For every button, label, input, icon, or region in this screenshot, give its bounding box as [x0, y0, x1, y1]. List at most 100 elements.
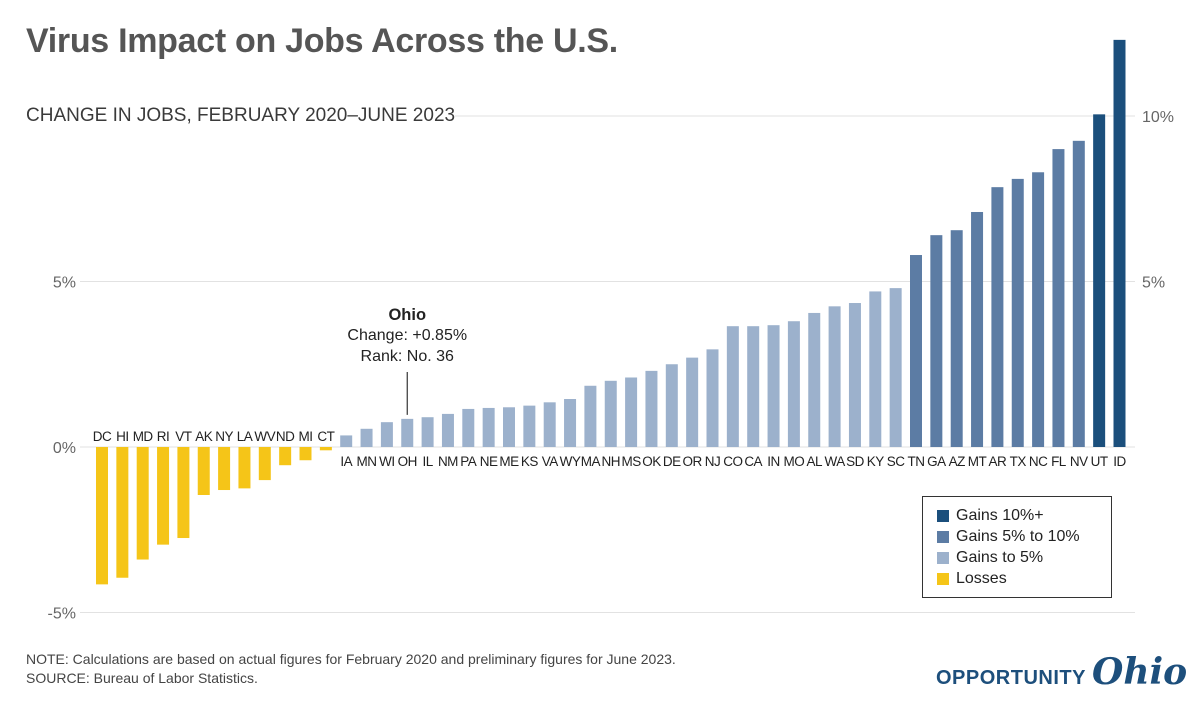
- state-label: KS: [521, 454, 539, 469]
- state-label: AZ: [949, 454, 966, 469]
- state-label: OK: [642, 454, 661, 469]
- legend-swatch: [937, 572, 949, 585]
- state-label: IA: [340, 454, 352, 469]
- state-label: MD: [133, 429, 154, 444]
- y-tick-label-right: 10%: [1142, 109, 1174, 126]
- bar-nj: [706, 349, 719, 447]
- state-label: NE: [480, 454, 498, 469]
- state-label: WV: [254, 429, 275, 444]
- ohio-annotation: Ohio Change: +0.85% Rank: No. 36: [347, 306, 467, 415]
- bar-ny: [218, 447, 231, 491]
- state-label: FL: [1051, 454, 1067, 469]
- state-label: IN: [767, 454, 780, 469]
- bar-id: [1113, 39, 1126, 448]
- bar-mi: [299, 447, 312, 461]
- state-label: MA: [581, 454, 601, 469]
- state-label: NV: [1070, 454, 1088, 469]
- source-text: SOURCE: Bureau of Labor Statistics.: [26, 670, 258, 686]
- bar-wi: [380, 422, 393, 447]
- state-labels: DC HI MD RI VT AK NY LA WV ND MI CT IA MN WI OH IL NM PA NE…: [93, 429, 1127, 469]
- y-tick-label-left: -5%: [48, 606, 76, 623]
- bar-ar: [991, 187, 1004, 448]
- bar-ma: [584, 385, 597, 447]
- bar-ca: [747, 326, 760, 447]
- state-label: NJ: [705, 454, 721, 469]
- state-label: CO: [723, 454, 742, 469]
- legend: Gains 10%+ Gains 5% to 10% Gains to 5% L…: [922, 496, 1112, 598]
- state-label: MI: [299, 429, 313, 444]
- state-label: MS: [621, 454, 641, 469]
- state-label: ID: [1113, 454, 1126, 469]
- footnote: NOTE: Calculations are based on actual f…: [26, 650, 676, 688]
- bar-sc: [889, 288, 902, 447]
- bar-hi: [116, 447, 129, 578]
- bar-ut: [1093, 114, 1106, 447]
- bar-tn: [910, 255, 922, 447]
- state-label: NC: [1029, 454, 1048, 469]
- state-label: AR: [989, 454, 1008, 469]
- state-label: CA: [744, 454, 762, 469]
- state-label: VT: [175, 429, 192, 444]
- legend-label: Gains 5% to 10%: [956, 528, 1080, 545]
- y-tick-label-left: 0%: [53, 440, 76, 457]
- state-label: NM: [438, 454, 458, 469]
- bar-in: [767, 325, 780, 447]
- bar-ok: [645, 370, 658, 447]
- bar-ct: [319, 447, 332, 451]
- bar-me: [503, 407, 515, 447]
- bar-nc: [1032, 172, 1045, 447]
- logo-script-text: Ohio: [1091, 651, 1188, 693]
- legend-label: Gains to 5%: [956, 549, 1044, 566]
- state-label: ND: [276, 429, 295, 444]
- bar-chart: 5% 0% -5% 10% 5% DC HI MD RI VT AK NY LA WV ND MI CT IA M…: [48, 39, 1174, 623]
- state-label: MN: [357, 454, 377, 469]
- bar-vt: [177, 447, 190, 539]
- state-label: IL: [422, 454, 433, 469]
- legend-item-gains-10-plus: Gains 10%+: [937, 505, 1111, 526]
- legend-swatch: [937, 530, 949, 543]
- bar-ky: [869, 291, 882, 447]
- bar-nh: [604, 380, 617, 447]
- state-label: OR: [683, 454, 703, 469]
- bar-pa: [462, 408, 475, 447]
- bar-nm: [441, 413, 454, 447]
- logo-main-text: OPPORTUNITY: [936, 667, 1086, 689]
- bars: [96, 39, 1126, 585]
- bar-mt: [971, 211, 984, 447]
- y-tick-label-right: 5%: [1142, 275, 1165, 292]
- legend-item-losses: Losses: [937, 568, 1111, 589]
- state-label: GA: [927, 454, 946, 469]
- bar-mo: [787, 321, 800, 447]
- state-label: OH: [398, 454, 417, 469]
- bar-mn: [360, 428, 373, 447]
- bar-az: [950, 230, 963, 447]
- state-label: WA: [824, 454, 845, 469]
- legend-label: Gains 10%+: [956, 507, 1044, 524]
- legend-item-gains-to-5: Gains to 5%: [937, 547, 1111, 568]
- state-label: LA: [237, 429, 253, 444]
- bar-wa: [828, 306, 841, 447]
- note-text: NOTE: Calculations are based on actual f…: [26, 651, 676, 667]
- state-label: AL: [806, 454, 823, 469]
- bar-ak: [197, 447, 210, 495]
- state-label: DE: [663, 454, 681, 469]
- state-label: TX: [1010, 454, 1027, 469]
- legend-swatch: [937, 509, 949, 522]
- bar-va: [543, 402, 556, 447]
- state-label: WI: [379, 454, 395, 469]
- legend-item-gains-5-to-10: Gains 5% to 10%: [937, 526, 1111, 547]
- bar-la: [238, 447, 251, 489]
- state-label: AK: [195, 429, 213, 444]
- state-label: HI: [116, 429, 129, 444]
- state-label: MT: [968, 454, 987, 469]
- bar-ne: [482, 407, 495, 447]
- bar-ri: [157, 447, 170, 545]
- bar-il: [421, 417, 434, 447]
- bar-dc: [96, 447, 108, 585]
- bar-co: [726, 326, 739, 447]
- bar-nv: [1072, 140, 1085, 447]
- state-label: MO: [784, 454, 805, 469]
- bar-md: [136, 447, 149, 560]
- state-label: SC: [887, 454, 906, 469]
- bar-or: [686, 357, 699, 447]
